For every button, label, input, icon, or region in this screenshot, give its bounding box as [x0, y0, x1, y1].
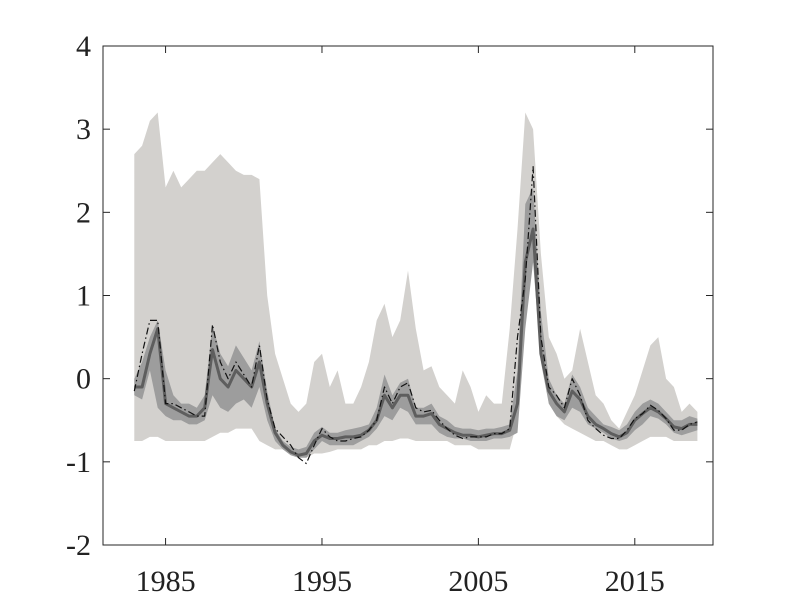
confidence-bands — [134, 112, 698, 458]
y-tick-label: 1 — [76, 280, 91, 313]
y-tick-label: 0 — [76, 363, 91, 396]
x-tick-label: 2015 — [605, 565, 665, 598]
y-tick-label: 2 — [76, 196, 91, 229]
y-tick-label: 3 — [76, 113, 91, 146]
dashdot-line — [133, 166, 698, 465]
x-tick-label: 1985 — [136, 565, 196, 598]
y-tick-label: -1 — [66, 446, 91, 479]
y-tick-label: 4 — [76, 30, 91, 63]
median-line — [134, 227, 698, 457]
series-lines — [133, 166, 698, 465]
x-tick-label: 1995 — [292, 565, 352, 598]
x-tick-label: 2005 — [448, 565, 508, 598]
y-axis: -2 -1 0 1 2 3 4 — [66, 30, 713, 562]
y-tick-label: -2 — [66, 529, 91, 562]
x-axis: 1985 1995 2005 2015 — [136, 46, 665, 598]
outer-band — [134, 112, 698, 458]
